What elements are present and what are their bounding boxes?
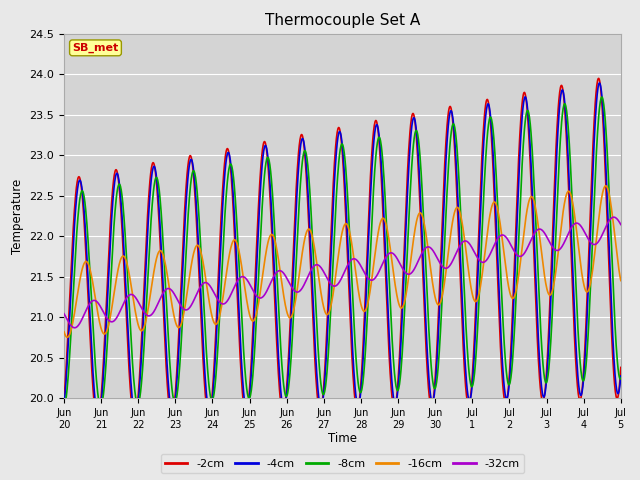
Y-axis label: Temperature: Temperature xyxy=(11,179,24,253)
Title: Thermocouple Set A: Thermocouple Set A xyxy=(265,13,420,28)
Text: SB_met: SB_met xyxy=(72,43,118,53)
X-axis label: Time: Time xyxy=(328,432,357,445)
Legend: -2cm, -4cm, -8cm, -16cm, -32cm: -2cm, -4cm, -8cm, -16cm, -32cm xyxy=(161,454,524,473)
